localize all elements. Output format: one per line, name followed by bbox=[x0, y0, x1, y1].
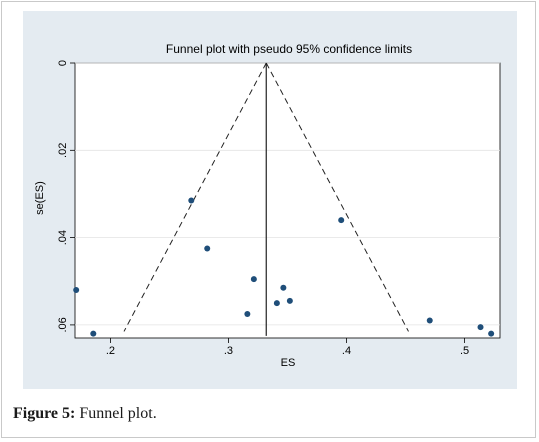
study-point bbox=[273, 300, 280, 307]
y-tick-label: .04 bbox=[57, 230, 69, 245]
figure-caption-text: Funnel plot. bbox=[75, 405, 157, 422]
x-tick-label: .3 bbox=[224, 345, 233, 357]
funnel-layer bbox=[123, 62, 409, 336]
study-point bbox=[73, 286, 80, 293]
study-point bbox=[188, 197, 195, 204]
study-point bbox=[244, 310, 251, 317]
chart-title: Funnel plot with pseudo 95% confidence l… bbox=[166, 42, 412, 56]
study-point bbox=[338, 217, 345, 224]
points-layer bbox=[73, 197, 495, 337]
grid-layer bbox=[75, 62, 500, 326]
axis-layer: 0 .02 .04 .06 .2 .3 .4 .5 bbox=[57, 60, 469, 357]
study-point bbox=[250, 276, 257, 283]
study-point bbox=[286, 297, 293, 304]
y-tick-label: 0 bbox=[57, 60, 69, 66]
y-tick-label: .02 bbox=[57, 143, 69, 158]
study-point bbox=[204, 245, 211, 252]
x-tick-label: .4 bbox=[342, 345, 351, 357]
study-point bbox=[477, 324, 484, 331]
y-axis-label: se(ES) bbox=[34, 181, 46, 215]
figure-caption-label: Figure 5: bbox=[13, 405, 76, 422]
x-axis-label: ES bbox=[281, 357, 296, 369]
x-tick-label: .2 bbox=[106, 345, 115, 357]
chart-panel: Funnel plot with pseudo 95% confidence l… bbox=[23, 11, 517, 389]
study-point bbox=[426, 317, 433, 324]
y-tick-label: .06 bbox=[57, 317, 69, 332]
plot-area bbox=[74, 62, 501, 339]
funnel-plot-chart: Funnel plot with pseudo 95% confidence l… bbox=[34, 42, 501, 369]
study-point bbox=[90, 330, 97, 337]
study-point bbox=[280, 284, 287, 291]
funnel-limit-left bbox=[123, 62, 267, 332]
figure-caption: Figure 5: Funnel plot. bbox=[13, 405, 157, 423]
funnel-limit-right bbox=[265, 62, 409, 332]
study-point bbox=[488, 330, 495, 337]
x-tick-label: .5 bbox=[460, 345, 469, 357]
